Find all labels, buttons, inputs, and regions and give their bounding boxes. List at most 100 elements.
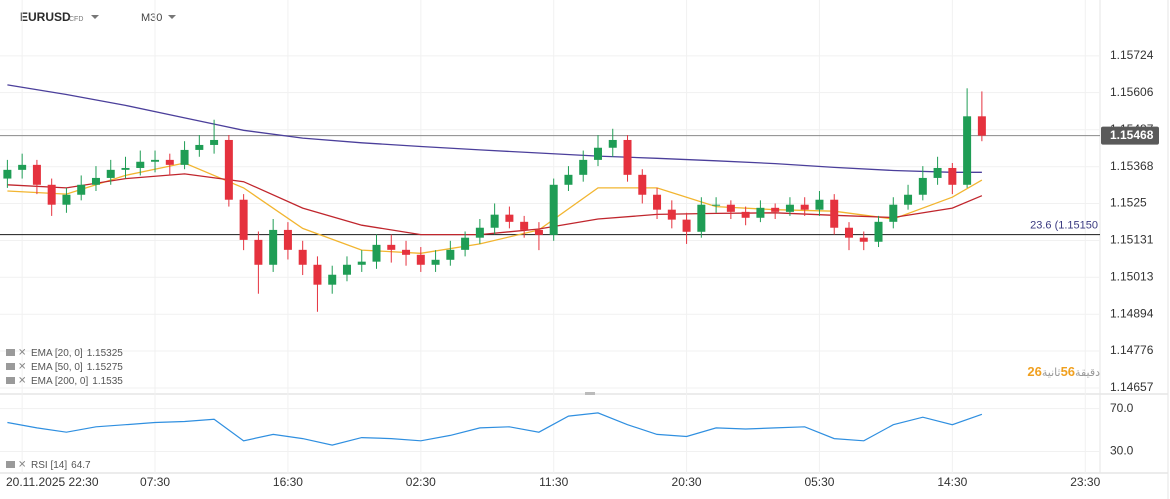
candle-body xyxy=(712,204,721,206)
candle-body xyxy=(815,199,824,210)
x-tick-label: 16:30 xyxy=(273,475,303,489)
candle-body xyxy=(313,264,322,285)
candle-body xyxy=(165,159,174,165)
dropdown-arrow[interactable] xyxy=(91,15,99,19)
countdown-part: دقيقة xyxy=(1075,367,1100,379)
y-tick-label: 30.0 xyxy=(1110,444,1134,458)
candle-body xyxy=(726,204,735,212)
legend-name: EMA [20, 0] xyxy=(31,348,83,359)
candle-body xyxy=(210,139,219,145)
countdown: 26ثانية56دقيقة xyxy=(1027,364,1100,379)
x-tick-label: 20:30 xyxy=(672,475,702,489)
candle-body xyxy=(195,144,204,150)
candle-body xyxy=(800,204,809,210)
countdown-part: ثانية xyxy=(1042,367,1061,379)
candle-body xyxy=(653,194,662,210)
candle-body xyxy=(62,194,71,205)
legend-close: ✕ xyxy=(18,362,26,373)
candle-body xyxy=(534,229,543,235)
candle-body xyxy=(416,254,425,265)
candle-body xyxy=(830,199,839,228)
candle-body xyxy=(269,229,278,265)
y-tick-label: 1.15724 xyxy=(1110,48,1154,62)
ema-line xyxy=(7,84,982,173)
candle-body xyxy=(180,149,189,165)
y-tick-label: 1.14894 xyxy=(1110,306,1154,320)
candle-body xyxy=(697,204,706,232)
candle-body xyxy=(475,227,484,238)
candle-body xyxy=(461,237,470,250)
candle-body xyxy=(741,211,750,218)
candle-body xyxy=(121,167,130,170)
candle-body xyxy=(638,174,647,195)
ema-line xyxy=(7,162,983,254)
candle-body xyxy=(3,169,12,179)
candle-body xyxy=(328,274,337,285)
legend-close: ✕ xyxy=(18,376,26,387)
candle-body xyxy=(564,174,573,185)
candle-body xyxy=(357,261,366,265)
candle-body xyxy=(667,209,676,220)
candle-body xyxy=(785,204,794,212)
x-tick-label: 20.11.2025 22:30 xyxy=(6,475,99,489)
candle-body xyxy=(593,147,602,160)
candle-body xyxy=(224,139,233,200)
candle-body xyxy=(505,214,514,222)
legend-entry: EMA [20, 0] 1.15325 xyxy=(31,348,123,359)
candle-body xyxy=(446,249,455,260)
legend-value: 1.15325 xyxy=(87,348,124,359)
y-tick-label: 70.0 xyxy=(1110,401,1134,415)
candle-body xyxy=(342,264,351,275)
candle-body xyxy=(977,116,986,136)
countdown-part: 26 xyxy=(1027,364,1041,379)
legend-icon xyxy=(6,363,15,370)
candle-body xyxy=(623,139,632,175)
y-tick-label: 1.15131 xyxy=(1110,233,1154,247)
timeframe[interactable]: M30 xyxy=(141,12,162,24)
candle-body xyxy=(431,259,440,265)
x-tick-label: 11:30 xyxy=(539,475,568,489)
candle-body xyxy=(136,161,145,168)
legend-close: ✕ xyxy=(18,348,26,359)
candle-body xyxy=(948,167,957,185)
resize-handle[interactable] xyxy=(585,392,595,395)
candle-body xyxy=(91,177,100,185)
market: CFD xyxy=(69,16,83,23)
candle-body xyxy=(239,199,248,240)
dropdown-arrow[interactable] xyxy=(168,15,176,19)
candle-body xyxy=(106,169,115,178)
legend-entry: EMA [200, 0] 1.1535 xyxy=(31,376,123,387)
candle-body xyxy=(844,227,853,238)
candle-body xyxy=(520,221,529,230)
legend-name: EMA [200, 0] xyxy=(31,376,88,387)
legend-name: RSI [14] xyxy=(31,460,67,471)
candle-body xyxy=(874,221,883,242)
countdown-part: 56 xyxy=(1061,364,1075,379)
legend-entry: EMA [50, 0] 1.15275 xyxy=(31,362,123,373)
y-tick-label: 1.14657 xyxy=(1110,380,1154,394)
legend-name: EMA [50, 0] xyxy=(31,362,83,373)
rsi-line xyxy=(7,412,983,446)
x-tick-label: 07:30 xyxy=(140,475,170,489)
legend-value: 1.1535 xyxy=(92,376,123,387)
candle-body xyxy=(889,204,898,222)
y-tick-label: 1.15013 xyxy=(1110,269,1154,283)
candle-body xyxy=(918,177,927,195)
legend-icon xyxy=(6,461,15,468)
candle-body xyxy=(771,207,780,212)
x-tick-label: 23:30 xyxy=(1070,475,1100,489)
candle-body xyxy=(608,139,617,148)
legend-icon xyxy=(6,377,15,384)
ema-line xyxy=(7,173,983,236)
candle-body xyxy=(254,239,263,265)
candle-body xyxy=(47,184,56,205)
legend-value: 1.15275 xyxy=(87,362,124,373)
candle-body xyxy=(32,164,41,185)
candle-body xyxy=(963,116,972,185)
candle-body xyxy=(283,229,292,250)
candle-body xyxy=(859,237,868,242)
symbol[interactable]: EURUSD xyxy=(20,10,71,24)
legend-icon xyxy=(6,349,15,356)
